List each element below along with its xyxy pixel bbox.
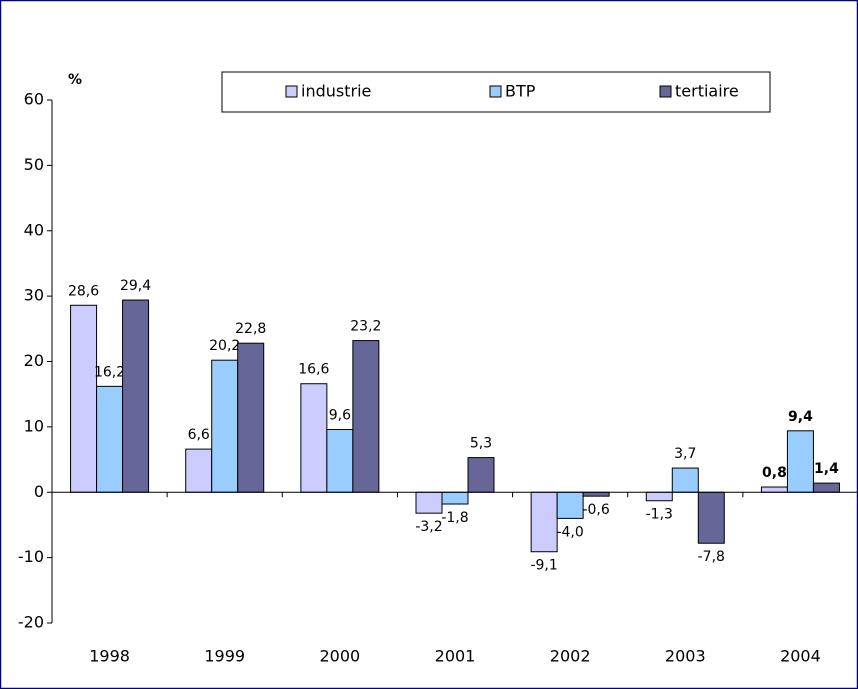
legend-swatch xyxy=(489,85,502,98)
bar xyxy=(237,342,265,493)
value-label: -1,8 xyxy=(441,510,468,526)
bar xyxy=(96,385,124,493)
bar xyxy=(645,491,673,502)
bar xyxy=(530,491,558,553)
x-tick-label: 1998 xyxy=(89,647,130,666)
x-tick-label: 2002 xyxy=(550,647,591,666)
value-label: 5,3 xyxy=(470,436,492,452)
legend-label: tertiaire xyxy=(675,82,739,101)
y-unit-label: % xyxy=(68,72,82,88)
value-label: 0,8 xyxy=(762,465,787,481)
legend-label: BTP xyxy=(505,82,536,101)
bar xyxy=(326,428,354,493)
bar xyxy=(185,448,213,493)
value-label: 20,2 xyxy=(209,338,240,354)
x-tick-label: 2000 xyxy=(319,647,360,666)
value-label: 29,4 xyxy=(120,278,151,294)
x-tick-label: 2001 xyxy=(435,647,476,666)
y-tick-label: 60 xyxy=(24,90,44,109)
value-label: -0,6 xyxy=(582,502,609,518)
y-tick-label: -20 xyxy=(18,613,44,632)
value-label: 3,7 xyxy=(674,446,696,462)
legend-label: industrie xyxy=(301,82,371,101)
y-tick-label: 0 xyxy=(34,482,44,501)
legend-swatch xyxy=(659,85,672,98)
bar xyxy=(812,482,840,493)
bar xyxy=(786,430,814,493)
y-tick-label: 40 xyxy=(24,220,44,239)
x-tick-label: 1999 xyxy=(204,647,245,666)
y-tick-label: 20 xyxy=(24,351,44,370)
value-label: 1,4 xyxy=(814,461,839,477)
value-label: 28,6 xyxy=(68,283,99,299)
bar xyxy=(441,491,469,505)
value-label: 22,8 xyxy=(235,321,266,337)
bar xyxy=(211,359,239,493)
bar xyxy=(415,491,443,514)
x-tick-label: 2004 xyxy=(780,647,821,666)
bar xyxy=(352,340,380,493)
value-label: 9,6 xyxy=(329,407,351,423)
value-label: -7,8 xyxy=(698,549,725,565)
value-label: 16,2 xyxy=(94,364,125,380)
bar xyxy=(760,486,788,493)
bar xyxy=(671,467,699,493)
bar xyxy=(556,491,584,519)
value-label: 6,6 xyxy=(188,427,210,443)
value-label: -1,3 xyxy=(646,507,673,523)
bar xyxy=(122,299,150,493)
x-tick-label: 2003 xyxy=(665,647,706,666)
bar xyxy=(467,457,495,493)
value-label: 9,4 xyxy=(788,409,813,425)
value-label: 23,2 xyxy=(350,319,381,335)
value-label: -4,0 xyxy=(556,524,583,540)
y-tick-label: -10 xyxy=(18,547,44,566)
legend-swatch xyxy=(285,85,298,98)
value-label: 16,6 xyxy=(298,362,329,378)
value-label: -3,2 xyxy=(415,519,442,535)
y-tick-label: 30 xyxy=(24,286,44,305)
bar xyxy=(70,304,98,493)
bar xyxy=(300,383,328,493)
y-tick-label: 10 xyxy=(24,416,44,435)
value-label: -9,1 xyxy=(530,558,557,574)
bar xyxy=(697,491,725,544)
bar xyxy=(582,491,610,497)
y-tick-label: 50 xyxy=(24,155,44,174)
